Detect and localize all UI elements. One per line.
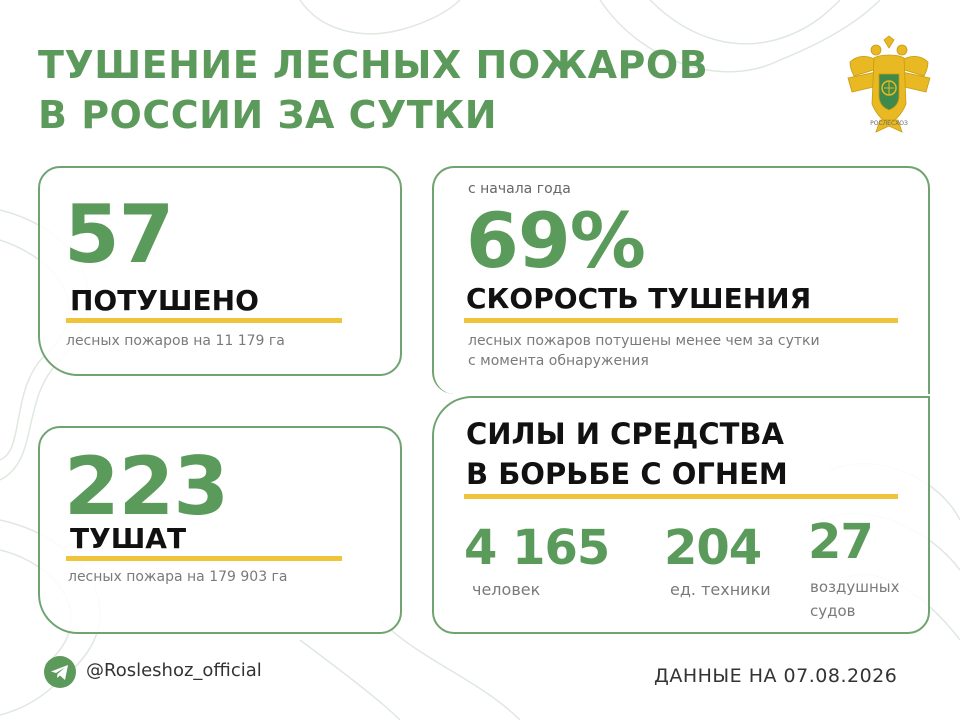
in-progress-underline	[66, 556, 342, 561]
aircraft-value: 27	[808, 514, 874, 570]
extinguished-note: лесных пожаров на 11 179 га	[66, 333, 285, 349]
aircraft-label-line-2: судов	[810, 602, 856, 620]
speed-card: с начала года 69% СКОРОСТЬ ТУШЕНИЯ лесны…	[432, 166, 930, 394]
telegram-handle[interactable]: @Rosleshoz_official	[86, 660, 262, 681]
speed-label: СКОРОСТЬ ТУШЕНИЯ	[466, 282, 812, 315]
data-date: ДАННЫЕ НА 07.08.2026	[654, 665, 898, 687]
speed-value: 69%	[466, 196, 646, 285]
speed-note-line-2: с момента обнаружения	[468, 353, 649, 369]
in-progress-label: ТУШАТ	[70, 522, 187, 555]
in-progress-note: лесных пожара на 179 903 га	[68, 569, 288, 585]
vehicles-label: ед. техники	[670, 580, 771, 599]
extinguished-label: ПОТУШЕНО	[70, 284, 259, 317]
aircraft-label-line-1: воздушных	[810, 578, 900, 596]
page-title: ТУШЕНИЕ ЛЕСНЫХ ПОЖАРОВ В РОССИИ ЗА СУТКИ	[38, 40, 738, 140]
speed-caption: с начала года	[468, 181, 571, 197]
telegram-icon[interactable]	[44, 656, 76, 688]
speed-note-line-1: лесных пожаров потушены менее чем за сут…	[468, 333, 820, 349]
extinguished-value: 57	[64, 188, 174, 281]
emblem-label: РОСЛЕСХОЗ	[870, 120, 908, 127]
forces-underline	[464, 494, 898, 499]
vehicles-value: 204	[664, 520, 762, 576]
title-line-1: ТУШЕНИЕ ЛЕСНЫХ ПОЖАРОВ	[38, 43, 709, 87]
forces-title-line-2: В БОРЬБЕ С ОГНЕМ	[466, 457, 788, 491]
people-label: человек	[472, 580, 541, 599]
people-value: 4 165	[464, 520, 610, 576]
in-progress-value: 223	[64, 440, 229, 533]
extinguished-underline	[66, 318, 342, 323]
title-line-2: В РОССИИ ЗА СУТКИ	[38, 93, 498, 137]
speed-underline	[464, 318, 898, 323]
forces-card: СИЛЫ И СРЕДСТВА В БОРЬБЕ С ОГНЕМ 4 165 ч…	[432, 396, 930, 634]
double-headed-eagle-emblem-icon	[847, 35, 931, 133]
extinguished-card: 57 ПОТУШЕНО лесных пожаров на 11 179 га	[38, 166, 402, 376]
in-progress-card: 223 ТУШАТ лесных пожара на 179 903 га	[38, 426, 402, 634]
forces-title-line-1: СИЛЫ И СРЕДСТВА	[466, 417, 784, 451]
